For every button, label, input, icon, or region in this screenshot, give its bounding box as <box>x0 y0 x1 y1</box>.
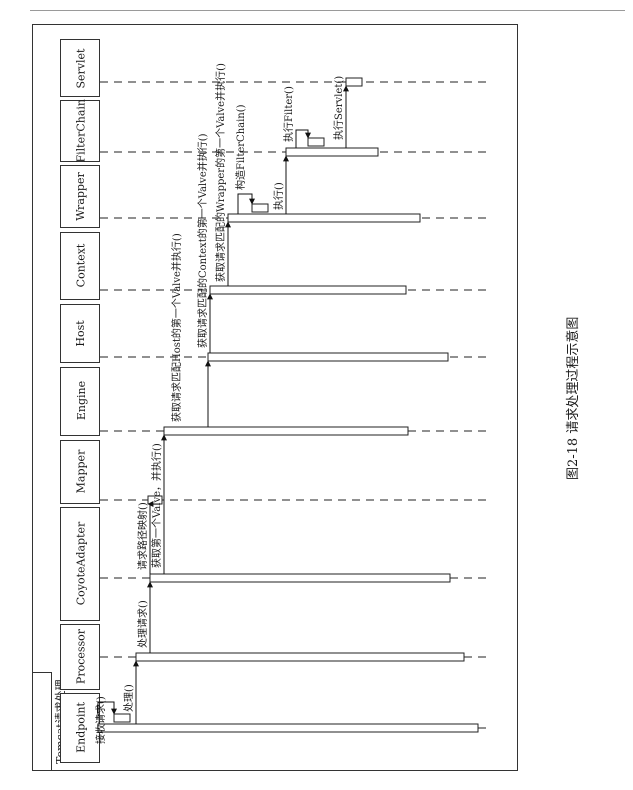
activation-filterchain <box>285 147 379 157</box>
msg-label-execute: 执行() <box>274 182 285 210</box>
activation-host <box>207 352 449 362</box>
sequence-frame <box>32 24 518 771</box>
msg-label-wrapper-valve: 获取请求匹配的Wrapper的第一个Valve并执行() <box>216 63 227 282</box>
msg-label-path-mapping: 请求路径映射() <box>138 502 149 570</box>
msg-label-execute-servlet: 执行Servlet() <box>334 75 345 140</box>
activation-filterchain-self <box>307 137 325 147</box>
msg-label-execute-filter: 执行Filter() <box>284 86 295 142</box>
msg-label-first-valve: 获取第一个Valve，并执行() <box>152 443 163 568</box>
activation-engine <box>163 426 409 436</box>
msg-label-handle-request: 处理请求() <box>138 600 149 648</box>
participant-box-coyoteadapter: CoyoteAdapter <box>60 507 100 621</box>
msg-label-build-filterchain: 构造FilterChain() <box>236 104 247 190</box>
msg-arrow-receive <box>97 701 117 716</box>
activation-context <box>209 285 407 295</box>
activation-endpoint-self <box>113 713 131 723</box>
participant-box-context: Context <box>60 232 100 300</box>
msg-arrow-build-filterchain <box>237 193 255 214</box>
msg-label-context-valve: 获取请求匹配的Context的第一个Valve并执行() <box>198 133 209 348</box>
frame-tab <box>32 672 52 771</box>
msg-arrow-path-mapping <box>147 501 154 574</box>
participant-box-endpoint: Endpoint <box>60 693 100 763</box>
activation-processor <box>135 652 465 662</box>
activation-wrapper <box>227 213 421 223</box>
msg-label-host-valve: 获取请求匹配Host的第一个Valve并执行() <box>172 233 183 422</box>
participant-box-engine: Engine <box>60 367 100 436</box>
activation-coyoteadapter <box>149 573 451 583</box>
participant-box-wrapper: Wrapper <box>60 165 100 228</box>
page-top-rule <box>30 10 625 11</box>
participant-box-mapper: Mapper <box>60 440 100 504</box>
activation-mapper <box>147 495 163 505</box>
msg-label-receive: 接收请求() <box>96 696 107 744</box>
msg-label-process: 处理() <box>124 684 135 712</box>
figure-caption: 图2-18 请求处理过程示意图 <box>566 316 581 480</box>
activation-endpoint <box>97 723 479 733</box>
participant-box-filterchain: FilterChain <box>60 99 100 163</box>
participant-box-host: Host <box>60 304 100 363</box>
activation-servlet <box>345 77 363 87</box>
msg-arrow-execute-filter <box>295 129 311 148</box>
participant-box-servlet: Servlet <box>60 39 100 97</box>
participant-box-processor: Processor <box>60 624 100 690</box>
activation-wrapper-self <box>251 203 269 213</box>
